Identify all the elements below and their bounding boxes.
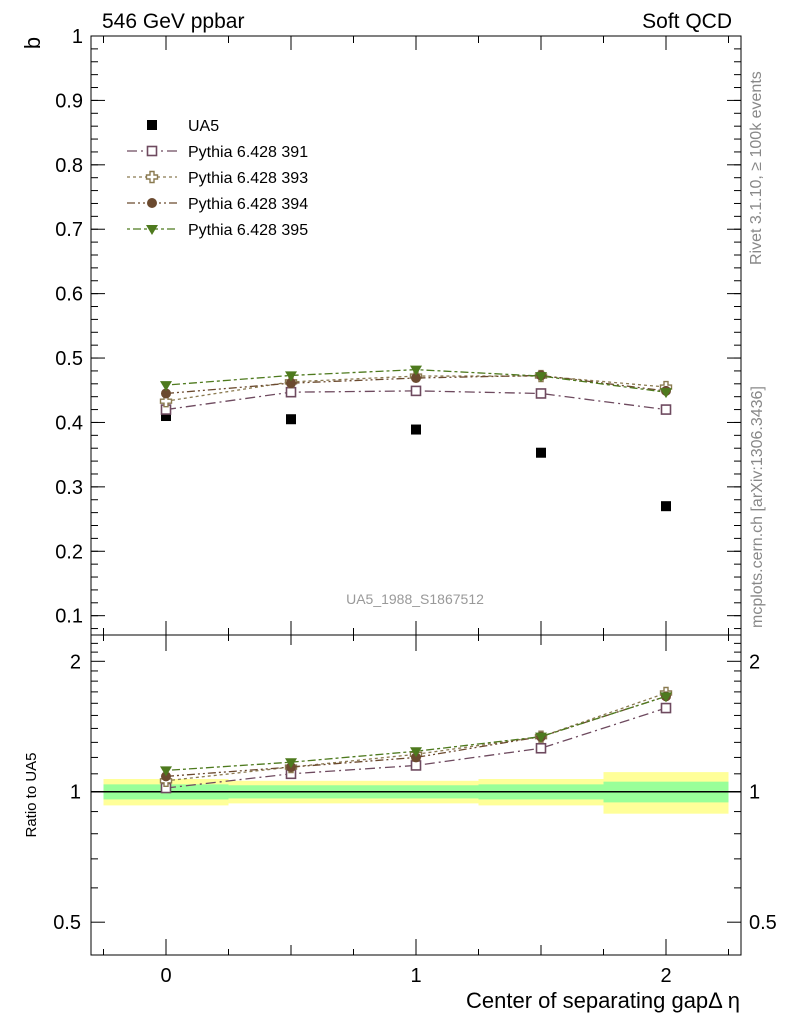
data-point (159, 394, 173, 408)
ratio-point (660, 702, 672, 714)
data-point (411, 373, 421, 384)
legend: UA5 Pythia 6.428 391 Pythia 6.428 393 Pythi… (127, 118, 308, 239)
ratio-frame (90, 634, 742, 956)
x-axis-label: Center of separating gapΔ η (466, 988, 740, 1013)
data-point (285, 386, 297, 398)
ratio-y-tick-label-right: 0.5 (749, 912, 777, 934)
rivet-version-label: Rivet 3.1.10, ≥ 100k events (748, 71, 765, 265)
legend-label: Pythia 6.428 393 (188, 170, 308, 187)
ratio-point (160, 766, 172, 777)
ratio-line (165, 692, 667, 782)
data-point (286, 414, 296, 425)
ratio-point (535, 732, 547, 743)
legend-item-0: UA5 (147, 118, 219, 135)
legend-label: Pythia 6.428 395 (188, 222, 308, 239)
legend-label: Pythia 6.428 394 (188, 196, 308, 213)
legend-marker (146, 145, 158, 157)
main-y-tick-label: 0.2 (55, 541, 83, 563)
legend-marker (146, 225, 158, 235)
main-y-axis-label: b (20, 37, 45, 49)
ratio-panel: 0.5 0.5 1 1 2 2 0 1 2 (53, 634, 777, 987)
main-series-4 (160, 365, 672, 399)
ratio-series-3 (160, 692, 672, 777)
data-point (536, 447, 546, 458)
header-left-label: 546 GeV ppbar (102, 10, 244, 33)
data-point (660, 388, 672, 399)
main-y-tick-label: 1 (72, 26, 83, 48)
legend-item-1: Pythia 6.428 391 (127, 144, 308, 161)
ratio-line (165, 707, 667, 789)
data-point (160, 381, 172, 392)
ratio-point (535, 742, 547, 754)
ratio-y-tick-label: 2 (70, 651, 81, 673)
series-line (165, 375, 667, 402)
main-series-1 (160, 385, 672, 415)
main-y-tick-label: 0.8 (55, 155, 83, 177)
data-point (161, 388, 171, 399)
legend-label: Pythia 6.428 391 (188, 144, 308, 161)
main-y-tick-label: 0.1 (55, 606, 83, 628)
header-right-label: Soft QCD (642, 10, 732, 33)
ratio-y-tick-label: 1 (70, 782, 81, 804)
main-y-tick-label: 0.3 (55, 477, 83, 499)
legend-item-3: Pythia 6.428 394 (127, 196, 308, 213)
data-point (410, 385, 422, 397)
legend-marker (145, 170, 159, 184)
ratio-series-1 (159, 686, 673, 787)
analysis-id-watermark: UA5_1988_S1867512 (346, 591, 484, 607)
series-line (165, 390, 667, 411)
ratio-point (410, 747, 422, 758)
main-panel: 0.1 0.2 0.3 0.4 0.5 0.6 0.7 0.8 0.9 1 UA5 Pythia 6.… (55, 26, 742, 636)
main-y-tick-label: 0.5 (55, 348, 83, 370)
ratio-y-tick-label: 0.5 (53, 912, 81, 934)
legend-item-2: Pythia 6.428 393 (127, 170, 308, 187)
ratio-point (285, 758, 297, 769)
main-y-tick-label: 0.9 (55, 90, 83, 112)
data-point (535, 372, 547, 383)
data-point (161, 411, 171, 422)
legend-marker (147, 198, 157, 208)
data-point (535, 388, 547, 399)
data-point (410, 365, 422, 376)
main-series-0 (161, 411, 671, 512)
ratio-y-tick-label-right: 2 (749, 651, 760, 673)
mcplots-credit-label: mcplots.cern.ch [arXiv:1306.3436] (749, 386, 766, 628)
data-point (661, 501, 671, 512)
data-point (411, 424, 421, 435)
main-y-tick-label: 0.7 (55, 219, 83, 241)
x-tick-label: 0 (160, 965, 171, 987)
data-point (660, 404, 672, 415)
data-point (285, 371, 297, 382)
x-tick-label: 1 (410, 965, 421, 987)
legend-item-4: Pythia 6.428 395 (127, 222, 308, 239)
ratio-y-axis-label: Ratio to UA5 (23, 752, 40, 837)
ratio-point (660, 692, 672, 703)
data-point (286, 378, 296, 389)
legend-label: UA5 (188, 118, 219, 135)
main-y-tick-label: 0.6 (55, 284, 83, 306)
ratio-y-tick-label-right: 1 (749, 782, 760, 804)
x-tick-label: 2 (660, 965, 671, 987)
legend-marker (147, 120, 157, 130)
main-y-tick-label: 0.4 (55, 412, 83, 434)
ratio-point (411, 752, 421, 763)
